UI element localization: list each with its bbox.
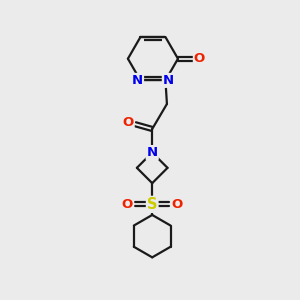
Text: O: O <box>122 116 134 129</box>
Text: S: S <box>147 197 158 212</box>
Text: O: O <box>194 52 205 65</box>
Text: N: N <box>132 74 143 87</box>
Text: O: O <box>171 198 183 211</box>
Text: N: N <box>163 74 174 87</box>
Text: O: O <box>122 198 133 211</box>
Text: N: N <box>147 146 158 159</box>
